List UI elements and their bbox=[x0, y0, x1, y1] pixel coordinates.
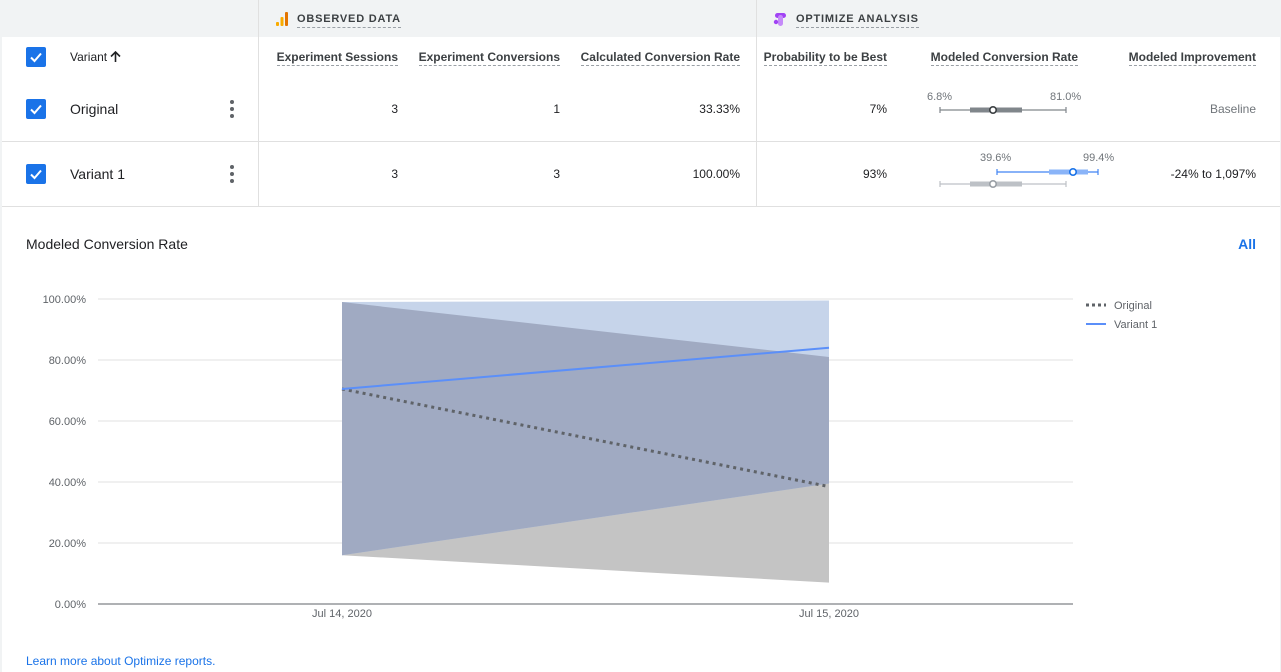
original-range-low: 6.8% bbox=[927, 91, 953, 103]
legend-label-original: Original bbox=[1114, 300, 1152, 312]
overlap-confidence-band bbox=[342, 302, 829, 556]
y-tick-label: 80.00% bbox=[49, 355, 87, 367]
optimize-analysis-label: OPTIMIZE ANALYSIS bbox=[796, 13, 919, 28]
y-tick-label: 20.00% bbox=[49, 538, 87, 550]
original-range-boxplot bbox=[939, 105, 1067, 115]
col-experiment-sessions[interactable]: Experiment Sessions bbox=[276, 50, 398, 66]
y-tick-label: 100.00% bbox=[43, 294, 87, 306]
check-icon bbox=[30, 169, 42, 180]
variant1-calculated-rate: 100.00% bbox=[692, 167, 740, 181]
check-icon bbox=[30, 104, 42, 115]
variant-column-header[interactable]: Variant bbox=[70, 50, 121, 64]
original-series-line bbox=[341, 387, 830, 489]
check-icon bbox=[30, 52, 42, 63]
col-experiment-conversions[interactable]: Experiment Conversions bbox=[418, 50, 560, 66]
original-more-menu-icon[interactable] bbox=[229, 100, 235, 118]
group-header-band bbox=[2, 0, 1280, 37]
modeled-conversion-rate-chart: 0.00% 20.00% 40.00% 60.00% 80.00% 100.00% Jul … bbox=[43, 294, 1158, 620]
table-bottom-divider bbox=[2, 206, 1280, 207]
variant-name-variant1: Variant 1 bbox=[70, 166, 125, 182]
variant1-checkbox[interactable] bbox=[26, 164, 46, 184]
y-tick-label: 40.00% bbox=[49, 477, 87, 489]
original-calculated-rate: 33.33% bbox=[699, 102, 740, 116]
y-tick-label: 60.00% bbox=[49, 416, 87, 428]
variant1-improvement: -24% to 1,097% bbox=[1170, 167, 1256, 181]
y-tick-label: 0.00% bbox=[55, 599, 86, 611]
variant1-probability-best: 93% bbox=[862, 167, 887, 181]
col-probability-best[interactable]: Probability to be Best bbox=[763, 50, 887, 66]
col-calculated-conversion-rate[interactable]: Calculated Conversion Rate bbox=[580, 50, 740, 66]
variant1-range-boxplot bbox=[939, 168, 1099, 188]
variant1-more-menu-icon[interactable] bbox=[229, 165, 235, 183]
variant1-range-low: 39.6% bbox=[980, 152, 1012, 164]
original-range-high: 81.0% bbox=[1050, 91, 1082, 103]
optimize-logo-icon bbox=[773, 12, 787, 26]
variant1-range-high: 99.4% bbox=[1083, 152, 1115, 164]
row-divider bbox=[2, 141, 1280, 142]
original-improvement: Baseline bbox=[1209, 102, 1256, 116]
original-sessions: 3 bbox=[391, 102, 398, 116]
chart-title: Modeled Conversion Rate bbox=[26, 236, 188, 252]
variant1-conversions: 3 bbox=[553, 167, 560, 181]
divider-observed bbox=[258, 0, 259, 207]
variant1-sessions: 3 bbox=[391, 167, 398, 181]
col-modeled-improvement[interactable]: Modeled Improvement bbox=[1128, 50, 1256, 66]
original-conversions: 1 bbox=[553, 102, 560, 116]
observed-data-label: OBSERVED DATA bbox=[297, 13, 401, 28]
arrow-up-icon bbox=[110, 51, 121, 62]
select-all-checkbox[interactable] bbox=[26, 47, 46, 67]
x-tick-label: Jul 14, 2020 bbox=[312, 608, 372, 620]
col-modeled-conversion-rate[interactable]: Modeled Conversion Rate bbox=[930, 50, 1078, 66]
divider-optimize bbox=[756, 0, 757, 207]
variant-header-label: Variant bbox=[70, 50, 108, 64]
variant-name-original: Original bbox=[70, 101, 119, 117]
analytics-bars-icon bbox=[276, 12, 288, 26]
learn-more-link[interactable]: Learn more about Optimize reports. bbox=[26, 654, 216, 668]
original-probability-best: 7% bbox=[869, 102, 887, 116]
chart-all-link[interactable]: All bbox=[1238, 236, 1256, 252]
x-tick-label: Jul 15, 2020 bbox=[799, 608, 859, 620]
legend-label-variant1: Variant 1 bbox=[1114, 319, 1157, 331]
original-checkbox[interactable] bbox=[26, 99, 46, 119]
variant1-series-line bbox=[341, 346, 830, 390]
